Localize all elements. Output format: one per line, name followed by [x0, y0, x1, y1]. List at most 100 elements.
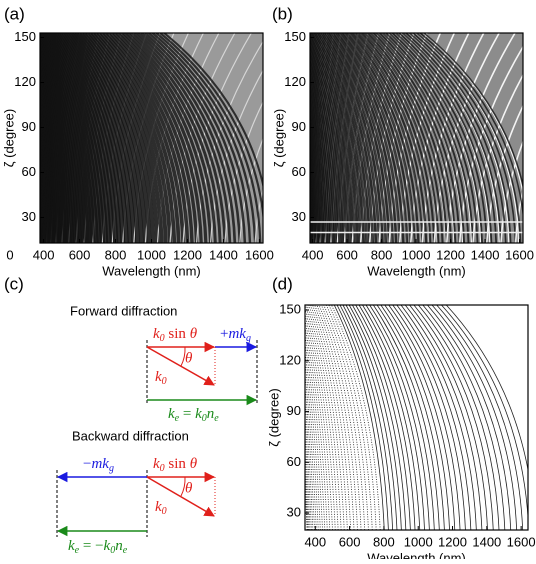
stripe	[398, 33, 498, 243]
stripe	[310, 70, 331, 243]
x-axis-label: Wavelength (nm)	[102, 263, 201, 278]
curve	[305, 350, 321, 530]
y-tick-label: 150	[14, 29, 36, 44]
x-tick-label: 1400	[472, 534, 501, 549]
stripe	[416, 33, 522, 243]
stripe	[318, 33, 378, 243]
stripe	[350, 33, 428, 243]
x-tick-label: 1000	[404, 534, 433, 549]
curve	[314, 305, 355, 530]
stripe	[401, 33, 502, 243]
y-tick-label: 60	[287, 454, 301, 469]
curve	[431, 305, 518, 530]
curve	[413, 305, 494, 530]
x-tick-label: 1200	[438, 534, 467, 549]
curve	[372, 305, 440, 530]
stripe	[163, 33, 263, 190]
panel-label: (a)	[4, 4, 25, 23]
stripe	[79, 33, 156, 243]
stripe	[310, 58, 337, 243]
curve	[348, 305, 407, 530]
curve	[376, 305, 445, 530]
x-tick-label: 1200	[436, 247, 465, 262]
curve	[308, 305, 345, 530]
curve	[305, 396, 314, 530]
label: k0	[155, 499, 167, 517]
stripe	[74, 33, 148, 243]
stripe	[531, 33, 536, 243]
stripe	[361, 33, 444, 243]
curve	[305, 411, 312, 530]
stripe	[66, 33, 137, 243]
curve	[427, 305, 512, 530]
x-tick-label: 1400	[471, 247, 500, 262]
curve	[331, 305, 381, 530]
curve	[396, 305, 472, 530]
stripe	[310, 35, 354, 243]
curve	[305, 470, 308, 530]
x-tick-label: 600	[336, 247, 358, 262]
curve	[362, 305, 425, 530]
arrow	[146, 476, 215, 517]
stripe	[355, 33, 436, 243]
stripe	[310, 62, 335, 243]
y-tick-label: 60	[22, 164, 36, 179]
arrow	[146, 346, 215, 386]
stripe	[106, 33, 194, 243]
stripe	[372, 33, 461, 243]
x-tick-label: 1400	[209, 247, 238, 262]
stripe	[119, 33, 213, 243]
stripe	[82, 33, 160, 243]
backward-diagram: Backward diffraction −mkg k0 sin θ θ k0 …	[56, 428, 216, 556]
stripe	[391, 33, 488, 243]
stripe	[136, 33, 237, 243]
stripe	[310, 41, 349, 243]
label: k0 sin θ	[153, 326, 198, 344]
label: −mkg	[83, 456, 114, 474]
stripe	[313, 33, 368, 243]
angle-arc	[180, 476, 186, 497]
x-tick-label: 400	[33, 247, 55, 262]
y-tick-label: 30	[22, 209, 36, 224]
curve	[409, 305, 488, 530]
stripe	[310, 75, 329, 243]
stripe	[159, 33, 263, 223]
label: ke = k0ne	[168, 406, 219, 424]
y-tick-label: 90	[287, 403, 301, 418]
stripe	[96, 33, 181, 243]
curve	[305, 371, 317, 530]
stripe	[129, 33, 227, 243]
curve	[306, 305, 342, 530]
stripe	[112, 33, 203, 243]
stripe	[312, 33, 365, 243]
stripe	[382, 33, 474, 243]
stripe	[87, 33, 168, 243]
stripe	[76, 33, 152, 243]
curve	[328, 305, 377, 530]
x-tick-label: 1600	[245, 247, 274, 262]
stripe	[375, 33, 466, 243]
x-tick-label: 600	[339, 534, 361, 549]
curve	[305, 313, 333, 530]
curve	[305, 305, 339, 530]
stripe	[140, 33, 242, 243]
x-tick-label: 800	[373, 534, 395, 549]
curve	[345, 305, 402, 530]
y-tick-label: 120	[14, 74, 36, 89]
curve	[384, 305, 456, 530]
curve	[418, 305, 500, 530]
label: k0 sin θ	[153, 456, 198, 474]
curve	[310, 305, 348, 530]
stripe	[310, 54, 339, 243]
label: +mkg	[220, 326, 251, 344]
stripe	[315, 33, 371, 243]
forward-diagram: Forward diffraction k0 sin θ +mkg θ k0 k…	[70, 303, 258, 424]
stripe	[126, 33, 222, 243]
y-tick-label: 30	[292, 209, 306, 224]
curve	[316, 305, 358, 530]
stripe	[352, 33, 432, 243]
curve	[305, 442, 310, 530]
curve	[339, 305, 394, 530]
curve	[305, 427, 311, 530]
